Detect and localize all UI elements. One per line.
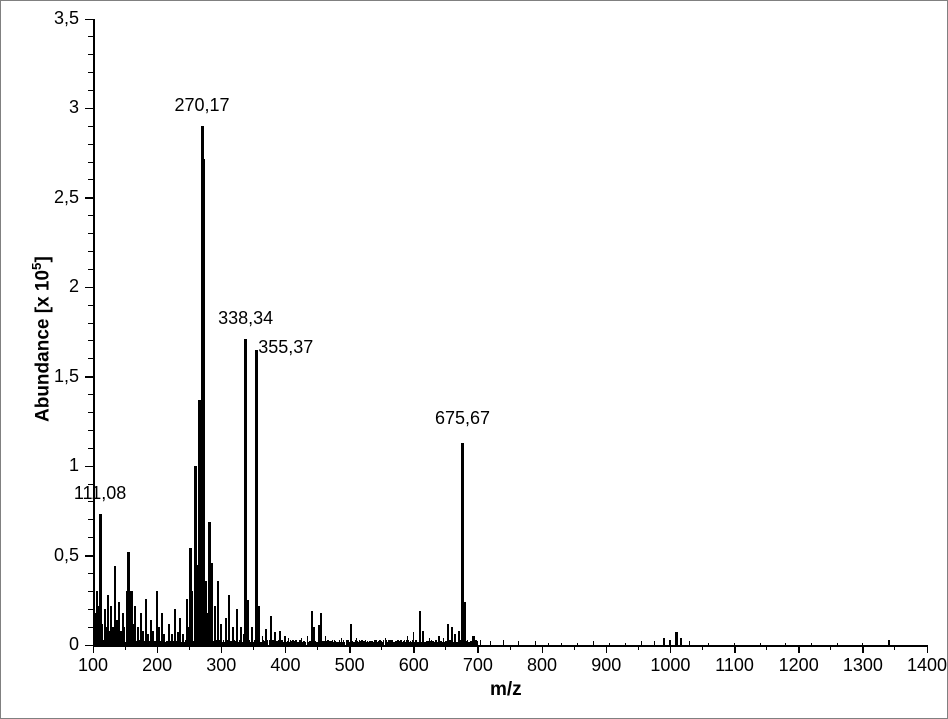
spectrum-peak <box>447 624 449 645</box>
spectrum-peak <box>680 638 682 645</box>
x-tick-label: 900 <box>584 655 628 676</box>
spectrum-peak <box>228 595 230 645</box>
x-tick-label: 800 <box>520 655 564 676</box>
spectrum-peak <box>675 632 678 645</box>
spectrum-peak <box>191 591 193 645</box>
spectrum-peak <box>255 350 258 645</box>
spectrum-peak <box>279 631 281 645</box>
spectrum-peak <box>438 636 440 645</box>
spectrum-peak <box>258 606 260 645</box>
x-tick-label: 500 <box>328 655 372 676</box>
spectrum-peak <box>341 638 342 645</box>
spectrum-peak <box>454 634 456 645</box>
spectrum-peak <box>232 627 234 645</box>
y-tick-label: 2,5 <box>54 187 79 208</box>
x-tick-label: 600 <box>392 655 436 676</box>
spectrum-peak <box>443 638 444 645</box>
spectrum-peak <box>137 627 139 645</box>
spectrum-peak <box>663 638 665 645</box>
x-tick-label: 1400 <box>905 655 948 676</box>
spectrum-peak <box>220 624 222 645</box>
spectrum-peak <box>320 613 322 645</box>
spectrum-peak <box>142 631 144 645</box>
x-tick-label: 300 <box>199 655 243 676</box>
spectrum-peak <box>288 638 289 645</box>
spectrum-peak <box>301 638 302 645</box>
spectrum-peak <box>152 631 154 645</box>
spectrum-peak <box>262 636 263 645</box>
x-tick-label: 1100 <box>713 655 757 676</box>
x-tick-label: 1200 <box>777 655 821 676</box>
spectrum-peak <box>356 638 357 645</box>
spectrum-peak <box>429 638 430 645</box>
y-tick-label: 3,5 <box>54 8 79 29</box>
spectrum-peak <box>240 627 242 645</box>
y-tick-label: 0 <box>69 634 79 655</box>
spectrum-peak <box>474 636 475 645</box>
spectrum-peak <box>251 627 253 645</box>
x-tick-label: 100 <box>71 655 115 676</box>
y-tick-label: 1 <box>69 455 79 476</box>
x-tick-label: 1000 <box>648 655 692 676</box>
peak-label: 675,67 <box>428 408 498 429</box>
x-tick-label: 400 <box>263 655 307 676</box>
spectrum-peak <box>464 602 466 645</box>
y-tick-label: 2 <box>69 276 79 297</box>
spectrum-peak <box>182 634 184 645</box>
spectrum-peak <box>407 636 408 645</box>
spectrum-peak <box>171 634 173 645</box>
x-tick-label: 200 <box>135 655 179 676</box>
spectrum-peak <box>350 624 352 645</box>
spectrum-peak <box>265 629 267 645</box>
spectrum-peak <box>236 609 238 645</box>
spectrum-peak <box>247 600 249 645</box>
spectrum-peak <box>422 631 424 645</box>
y-axis-title: Abundance [x 105] <box>29 256 54 422</box>
spectrum-peak <box>274 632 276 645</box>
spectrum-peak <box>244 339 247 645</box>
spectrum-peak <box>202 159 205 645</box>
spectrum-peak <box>163 634 165 645</box>
spectrum-peak <box>214 606 216 645</box>
spectrum-peak <box>307 636 308 645</box>
chart-frame: 100 200 300 400 500 600 700 800 900 1000 1100 1200 1… <box>0 0 948 719</box>
peak-label: 338,34 <box>211 308 281 329</box>
x-axis-title: m/z <box>490 679 522 701</box>
y-tick-label: 0,5 <box>54 545 79 566</box>
y-tick-label: 3 <box>69 97 79 118</box>
spectrum-peak <box>270 616 272 645</box>
peak-label: 355,37 <box>258 337 313 358</box>
x-tick-label: 700 <box>456 655 500 676</box>
peak-label: 270,17 <box>167 95 237 116</box>
spectrum-peak <box>413 632 414 645</box>
spectrum-peak <box>458 631 460 645</box>
spectrum-peak <box>217 581 219 645</box>
spectrum-peak <box>284 636 286 645</box>
x-tick-label: 1300 <box>841 655 885 676</box>
y-tick-label: 1,5 <box>54 366 79 387</box>
spectrum-peak <box>313 627 315 645</box>
peak-label: 111,08 <box>65 483 135 504</box>
spectrum-peak <box>325 636 326 645</box>
spectrum-peak <box>385 638 386 645</box>
